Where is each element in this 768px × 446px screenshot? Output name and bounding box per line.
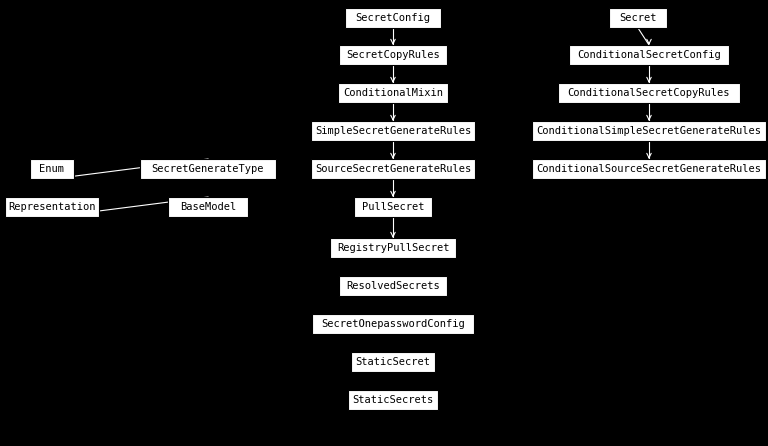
FancyBboxPatch shape — [339, 45, 447, 65]
FancyBboxPatch shape — [532, 159, 766, 179]
FancyBboxPatch shape — [351, 352, 435, 372]
Text: ConditionalSecretCopyRules: ConditionalSecretCopyRules — [568, 88, 730, 98]
Text: PullSecret: PullSecret — [362, 202, 424, 212]
Text: SourceSecretGenerateRules: SourceSecretGenerateRules — [315, 164, 471, 174]
Text: RegistryPullSecret: RegistryPullSecret — [336, 243, 449, 253]
FancyBboxPatch shape — [330, 238, 456, 258]
Text: Representation: Representation — [8, 202, 96, 212]
FancyBboxPatch shape — [311, 121, 475, 141]
FancyBboxPatch shape — [312, 314, 474, 334]
Text: SecretCopyRules: SecretCopyRules — [346, 50, 440, 60]
Text: SecretOnepasswordConfig: SecretOnepasswordConfig — [321, 319, 465, 329]
Text: ResolvedSecrets: ResolvedSecrets — [346, 281, 440, 291]
FancyBboxPatch shape — [338, 83, 448, 103]
Text: ConditionalSimpleSecretGenerateRules: ConditionalSimpleSecretGenerateRules — [537, 126, 762, 136]
FancyBboxPatch shape — [311, 159, 475, 179]
Text: BaseModel: BaseModel — [180, 202, 236, 212]
Text: StaticSecrets: StaticSecrets — [353, 395, 434, 405]
FancyBboxPatch shape — [345, 8, 441, 28]
Text: ConditionalSourceSecretGenerateRules: ConditionalSourceSecretGenerateRules — [537, 164, 762, 174]
FancyBboxPatch shape — [558, 83, 740, 103]
FancyBboxPatch shape — [569, 45, 729, 65]
Text: Secret: Secret — [619, 13, 657, 23]
Text: Enum: Enum — [39, 164, 65, 174]
FancyBboxPatch shape — [140, 159, 276, 179]
Text: SecretConfig: SecretConfig — [356, 13, 431, 23]
FancyBboxPatch shape — [339, 276, 447, 296]
Text: StaticSecret: StaticSecret — [356, 357, 431, 367]
Text: ConditionalSecretConfig: ConditionalSecretConfig — [577, 50, 721, 60]
FancyBboxPatch shape — [5, 197, 99, 217]
FancyBboxPatch shape — [30, 159, 74, 179]
Text: ConditionalMixin: ConditionalMixin — [343, 88, 443, 98]
Text: SecretGenerateType: SecretGenerateType — [152, 164, 264, 174]
FancyBboxPatch shape — [532, 121, 766, 141]
FancyBboxPatch shape — [348, 390, 438, 410]
Text: SimpleSecretGenerateRules: SimpleSecretGenerateRules — [315, 126, 471, 136]
FancyBboxPatch shape — [168, 197, 248, 217]
FancyBboxPatch shape — [354, 197, 432, 217]
FancyBboxPatch shape — [609, 8, 667, 28]
